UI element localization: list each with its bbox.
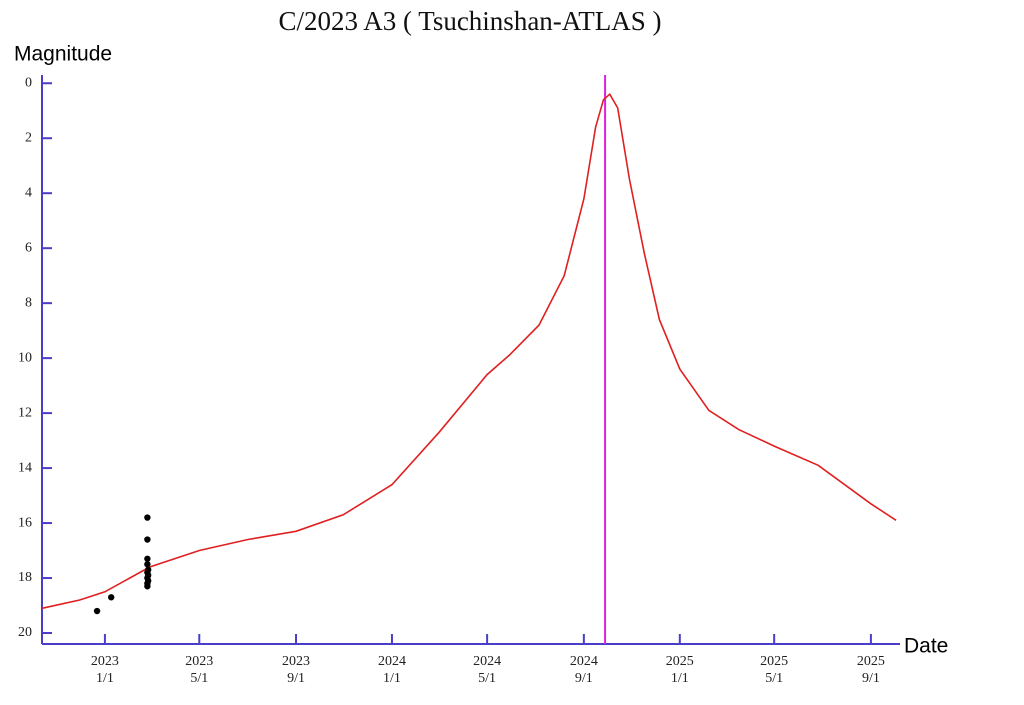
- y-tick-label: 2: [25, 130, 32, 145]
- observation: [108, 594, 115, 601]
- y-axis-label: Magnitude: [14, 43, 112, 66]
- y-tick-label: 0: [25, 75, 32, 90]
- observation: [144, 583, 151, 590]
- x-tick-label: 2023 1/1: [91, 654, 119, 686]
- chart-title: C/2023 A3 ( Tsuchinshan-ATLAS ): [278, 6, 661, 36]
- observation: [144, 555, 151, 562]
- x-tick-label: 2024 1/1: [378, 654, 406, 686]
- x-axis-label: Date: [904, 635, 948, 658]
- x-tick-label: 2024 5/1: [473, 654, 501, 686]
- y-tick-label: 16: [18, 515, 32, 530]
- y-tick-label: 10: [18, 350, 32, 365]
- y-tick-label: 20: [18, 625, 32, 640]
- x-tick-label: 2024 9/1: [570, 654, 598, 686]
- x-tick-label: 2025 1/1: [666, 654, 694, 686]
- y-tick-label: 4: [25, 185, 32, 200]
- x-tick-label: 2023 5/1: [185, 654, 213, 686]
- observation: [144, 536, 151, 543]
- light-curve: [41, 92, 897, 610]
- observation: [93, 607, 101, 615]
- y-tick-label: 14: [18, 460, 32, 475]
- y-tick-label: 6: [25, 240, 32, 255]
- x-tick-label: 2025 9/1: [857, 654, 885, 686]
- observation: [144, 561, 151, 568]
- x-tick-label: 2023 9/1: [282, 654, 310, 686]
- observation: [144, 514, 151, 521]
- y-tick-label: 18: [18, 570, 32, 585]
- y-tick-label: 12: [18, 405, 32, 420]
- x-tick-label: 2025 5/1: [760, 654, 788, 686]
- y-tick-label: 8: [25, 295, 32, 310]
